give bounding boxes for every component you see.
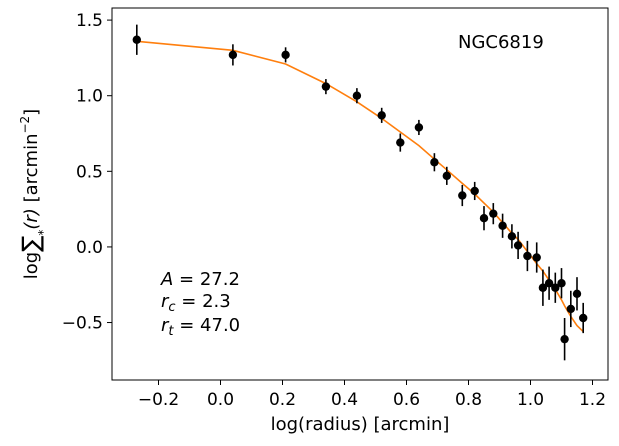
data-point xyxy=(228,50,238,60)
data-point xyxy=(281,50,290,60)
data-point xyxy=(430,158,439,167)
data-point xyxy=(579,313,588,323)
x-tick-label: 0.8 xyxy=(455,390,482,410)
fit-param-a: A = 27.2 xyxy=(160,269,240,290)
data-point xyxy=(479,213,489,223)
x-tick-label: 1.2 xyxy=(579,390,606,410)
y-tick-label: 1.0 xyxy=(76,87,103,107)
data-point xyxy=(557,279,566,288)
data-point xyxy=(551,283,560,292)
data-point xyxy=(414,123,424,132)
y-tick-label: 1.5 xyxy=(76,11,103,31)
x-axis-label: log(radius) [arcmin] xyxy=(271,414,450,435)
x-tick-label: −0.2 xyxy=(138,390,179,410)
fit-param-rc: rc = 2.3 xyxy=(161,291,231,315)
data-point xyxy=(470,186,479,196)
data-point xyxy=(442,171,451,181)
data-point xyxy=(572,289,582,299)
object-name-label: NGC6819 xyxy=(458,32,544,53)
data-point xyxy=(132,35,141,44)
x-tick-label: 1.0 xyxy=(517,390,544,410)
fit-param-rt: rt = 47.0 xyxy=(161,315,240,339)
data-point xyxy=(513,241,523,250)
fit-parameters: A = 27.2 rc = 2.3 rt = 47.0 xyxy=(160,269,240,339)
data-point xyxy=(560,334,569,344)
y-axis-ticks: −0.5 0.0 0.5 1.0 1.5 xyxy=(62,11,112,334)
data-point xyxy=(321,82,331,91)
data-point xyxy=(396,138,405,147)
marker-layer xyxy=(132,35,588,344)
data-point xyxy=(544,279,554,288)
plot-background xyxy=(112,8,608,380)
data-point xyxy=(498,221,507,230)
data-point xyxy=(566,304,575,314)
plot-frame xyxy=(111,7,609,381)
data-point xyxy=(377,111,386,120)
data-point xyxy=(538,283,548,292)
x-tick-label: 0.6 xyxy=(393,390,420,410)
y-tick-label: −0.5 xyxy=(62,314,103,334)
x-axis-ticks: −0.2 0.0 0.2 0.4 0.6 0.8 1.0 1.2 xyxy=(138,380,606,410)
y-tick-label: 0.5 xyxy=(76,162,103,182)
x-tick-label: 0.0 xyxy=(207,390,234,410)
x-tick-label: 0.2 xyxy=(269,390,296,410)
data-point xyxy=(532,253,541,262)
data-point xyxy=(458,191,467,200)
x-tick-label: 0.4 xyxy=(331,390,358,410)
data-point xyxy=(523,251,532,261)
data-point xyxy=(489,209,498,218)
data-point xyxy=(352,91,362,100)
y-tick-label: 0.0 xyxy=(76,238,103,258)
y-axis-label: log∑*(r) [arcmin−2] xyxy=(17,109,50,279)
data-point xyxy=(507,232,517,241)
